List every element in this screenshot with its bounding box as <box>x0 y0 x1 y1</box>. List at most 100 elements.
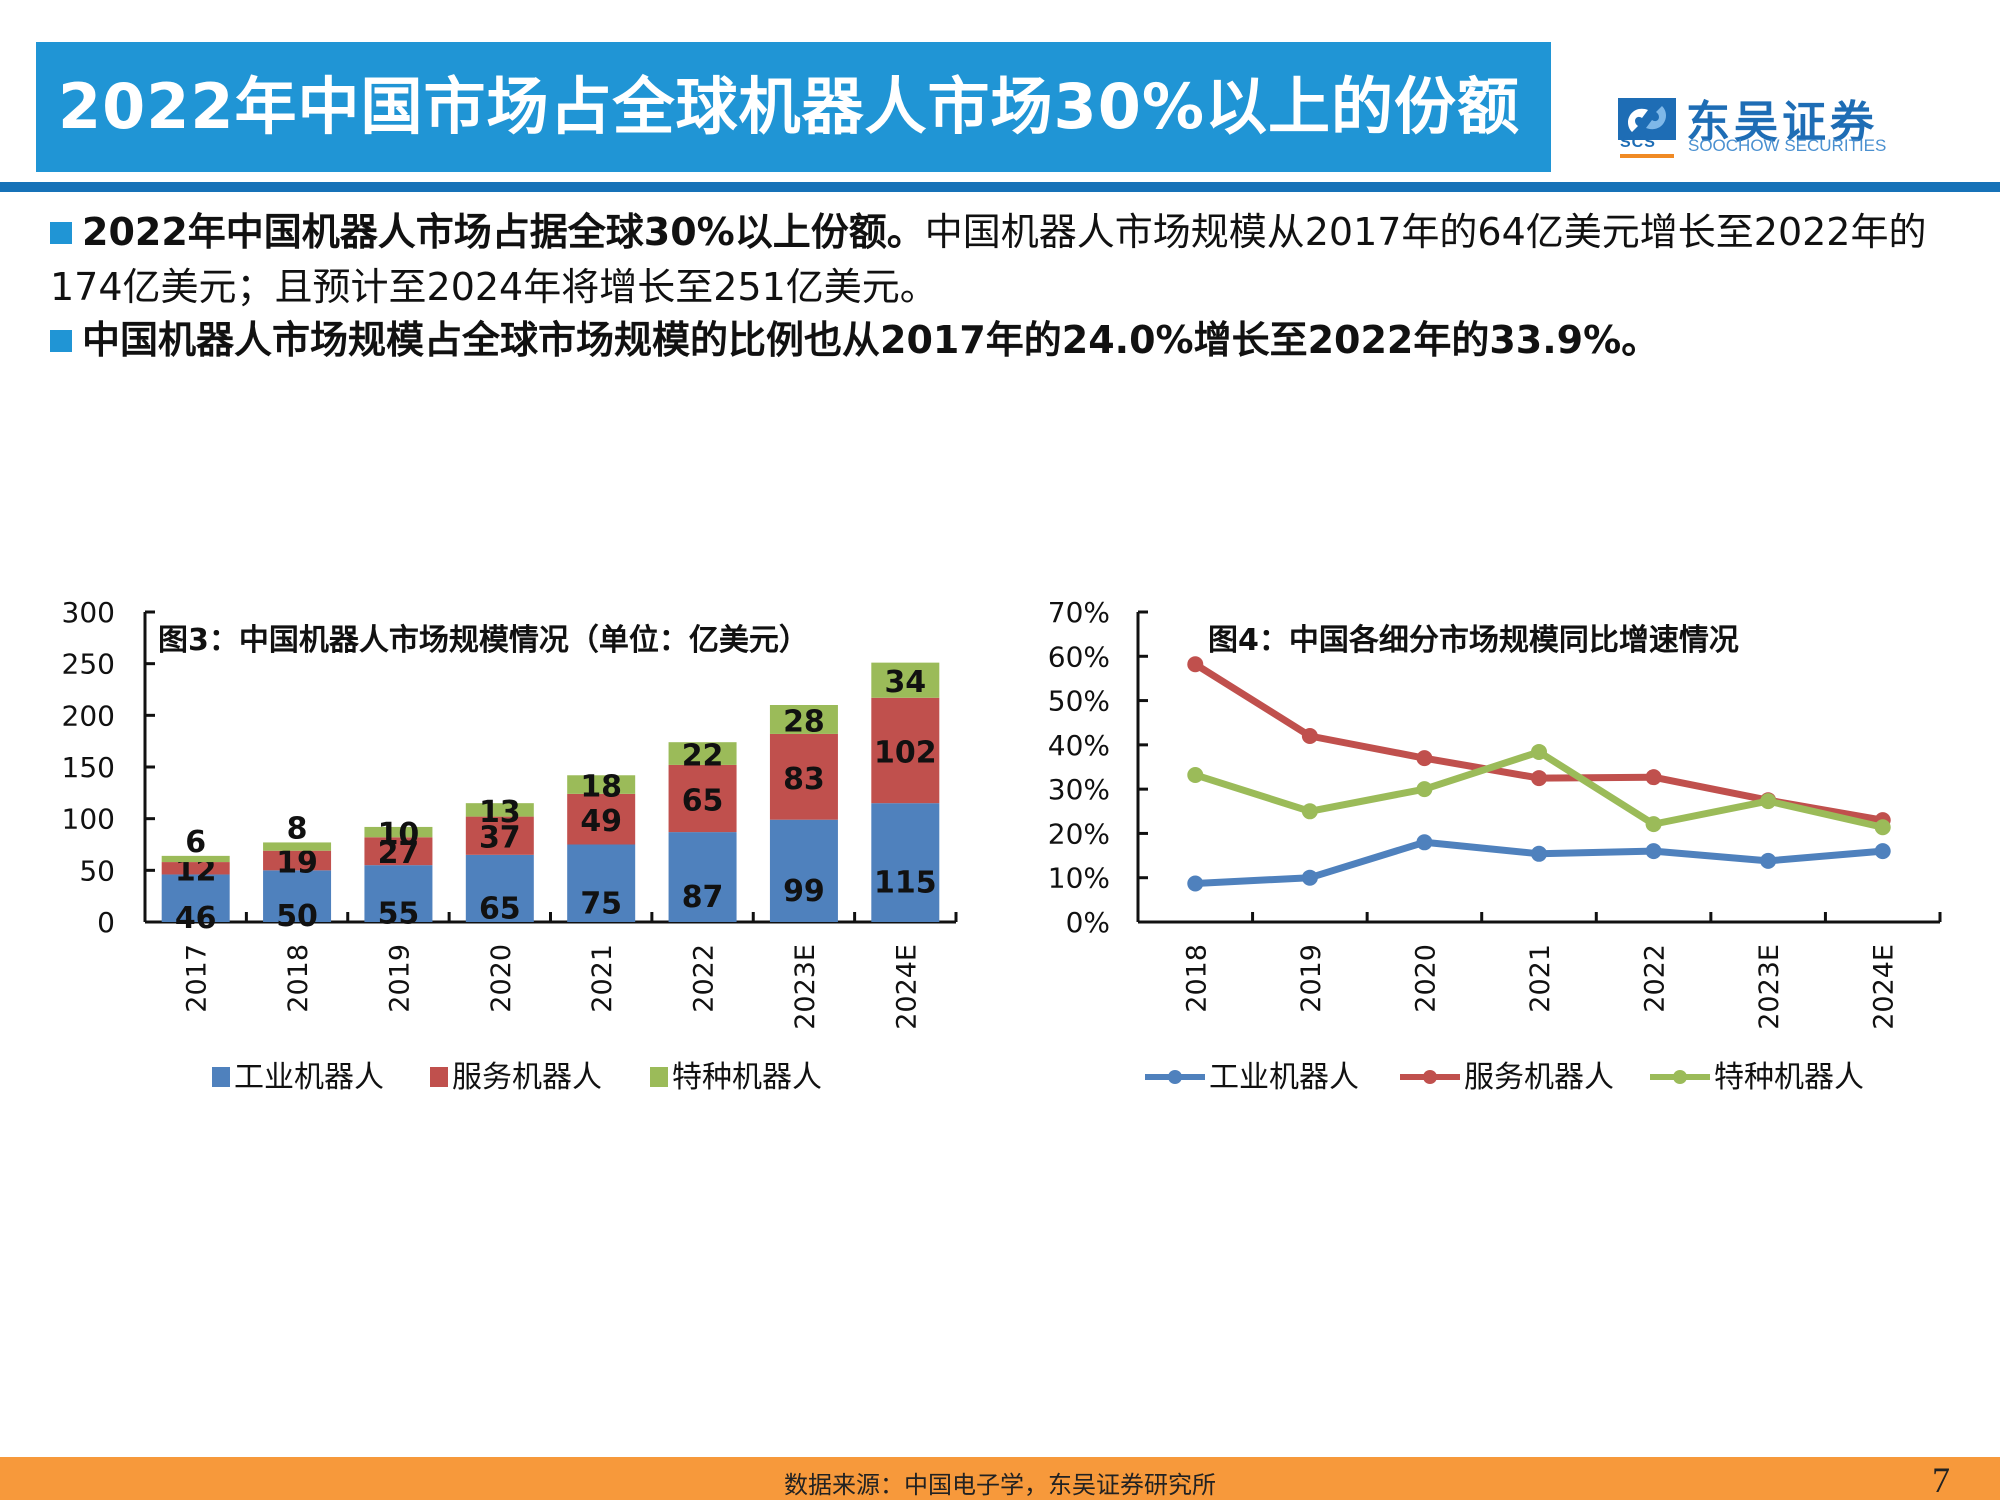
bar-segment <box>769 733 838 820</box>
bar-segment <box>769 705 838 734</box>
bar-segment <box>465 816 534 855</box>
bar-segment <box>465 854 534 922</box>
bar-segment <box>161 855 230 863</box>
y-tick-label: 250 <box>62 648 115 681</box>
data-label: 34 <box>884 665 926 700</box>
data-label: 19 <box>276 846 318 881</box>
title-banner: 2022年中国市场占全球机器人市场30%以上的份额 <box>36 42 1551 172</box>
x-tick-label: 2022 <box>1640 944 1671 1013</box>
bar-segment <box>871 803 940 922</box>
legend-swatch <box>430 1067 448 1087</box>
data-label: 18 <box>580 770 622 805</box>
page-number: 7 <box>1932 1460 1950 1500</box>
data-label: 28 <box>783 704 825 739</box>
figure-3-title: 图3：中国机器人市场规模情况（单位：亿美元） <box>158 623 809 658</box>
bar-segment <box>567 844 636 922</box>
legend-label: 工业机器人 <box>1209 1060 1359 1095</box>
data-label: 65 <box>682 784 724 819</box>
x-tick-label: 2018 <box>1181 944 1212 1013</box>
data-label: 99 <box>783 874 825 909</box>
bar-segment <box>364 865 433 922</box>
data-label: 13 <box>479 795 521 830</box>
data-label: 22 <box>682 739 724 774</box>
bar-segment <box>567 775 636 794</box>
bar-segment <box>465 803 534 817</box>
data-label: 55 <box>378 897 420 932</box>
bar-segment <box>668 742 737 765</box>
y-tick-label: 70% <box>1048 596 1110 629</box>
bar-segment <box>263 842 332 851</box>
data-label: 10 <box>378 817 420 852</box>
data-point <box>1301 869 1318 886</box>
market-size-bar-chart: 0501001502002503004612620175019820185527… <box>62 596 958 1095</box>
data-point <box>1874 819 1891 836</box>
y-tick-label: 50% <box>1048 685 1110 718</box>
scs-logo-icon <box>1618 98 1676 140</box>
x-tick-label: 2021 <box>587 944 618 1013</box>
data-label: 102 <box>874 735 937 770</box>
legend-marker <box>1168 1070 1182 1084</box>
bar-segment <box>364 837 433 866</box>
data-point <box>1645 769 1662 786</box>
bar-segment <box>567 793 636 845</box>
y-tick-label: 0 <box>97 906 115 939</box>
legend-label: 工业机器人 <box>234 1060 384 1095</box>
x-tick-label: 2019 <box>384 944 415 1013</box>
legend-marker <box>1423 1070 1437 1084</box>
page-title: 2022年中国市场占全球机器人市场30%以上的份额 <box>58 70 1520 143</box>
data-point <box>1416 781 1433 798</box>
bar-segment <box>161 862 230 875</box>
data-label: 75 <box>580 886 622 921</box>
bullet-square-icon <box>50 222 72 245</box>
bar-segment <box>161 874 230 922</box>
data-point <box>1187 656 1204 673</box>
bar-segment <box>364 826 433 838</box>
legend-label: 服务机器人 <box>1464 1060 1614 1095</box>
y-tick-label: 100 <box>62 803 115 836</box>
data-point <box>1301 803 1318 820</box>
data-label: 115 <box>874 866 937 901</box>
y-tick-label: 30% <box>1048 773 1110 806</box>
x-tick-label: 2023E <box>790 944 821 1030</box>
data-label: 65 <box>479 891 521 926</box>
bar-segment <box>871 697 940 804</box>
data-label: 37 <box>479 821 521 856</box>
data-point <box>1645 843 1662 860</box>
bar-segment <box>263 850 332 871</box>
logo-en-text: SOOCHOW SECURITIES <box>1688 136 1887 155</box>
legend-swatch <box>212 1067 230 1087</box>
x-tick-label: 2021 <box>1525 944 1556 1013</box>
bullet-1: 2022年中国机器人市场占据全球30%以上份额。中国机器人市场规模从2017年的… <box>50 205 1980 315</box>
y-tick-label: 10% <box>1048 862 1110 895</box>
data-point <box>1645 816 1662 833</box>
logo-underline <box>1620 154 1674 158</box>
company-logo: SCS 东吴证券 SOOCHOW SECURITIES <box>1618 90 1898 160</box>
bar-segment <box>769 819 838 922</box>
data-point <box>1531 770 1547 787</box>
x-tick-label: 2024E <box>1869 944 1900 1030</box>
data-point <box>1531 743 1547 760</box>
data-point <box>1416 834 1433 851</box>
y-tick-label: 40% <box>1048 729 1110 762</box>
data-point <box>1760 852 1777 869</box>
data-point <box>1760 793 1777 810</box>
x-tick-label: 2020 <box>1410 944 1441 1013</box>
series-line <box>1194 748 1884 831</box>
bar-segment <box>668 832 737 922</box>
data-label: 6 <box>185 825 206 860</box>
data-label: 49 <box>580 804 622 839</box>
x-tick-label: 2018 <box>283 944 314 1013</box>
data-point <box>1187 875 1204 892</box>
logo-cn-text: 东吴证券 <box>1686 97 1878 148</box>
series-line <box>1193 661 1884 824</box>
bullet-2-bold: 中国机器人市场规模占全球市场规模的比例也从2017年的24.0%增长至2022年… <box>82 318 1660 362</box>
data-label: 83 <box>783 762 825 797</box>
footer-bar: 数据来源：中国电子学，东吴证券研究所 7 <box>0 1457 2000 1500</box>
header-rule <box>0 182 2000 192</box>
bullet-1-bold: 2022年中国机器人市场占据全球30%以上份额。 <box>82 210 925 254</box>
x-tick-label: 2023E <box>1754 944 1785 1030</box>
x-tick-label: 2024E <box>891 944 922 1030</box>
legend-label: 服务机器人 <box>452 1060 602 1095</box>
y-tick-label: 200 <box>62 699 115 732</box>
y-tick-label: 20% <box>1048 817 1110 850</box>
